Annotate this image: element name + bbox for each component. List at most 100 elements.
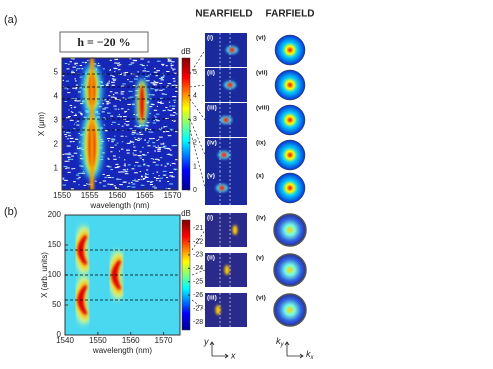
noise <box>152 83 156 85</box>
noise <box>70 58 74 60</box>
x-tick-label: 1570 <box>155 336 173 345</box>
image-label: (i) <box>207 215 213 222</box>
noise <box>118 64 122 66</box>
noise <box>155 75 158 77</box>
noise <box>131 168 135 170</box>
noise <box>150 94 154 96</box>
noise <box>120 171 125 173</box>
x-tick-label: 1555 <box>81 191 99 200</box>
colorbar-tick-label: 1 <box>193 163 197 170</box>
connector <box>189 49 206 75</box>
noise <box>136 85 138 87</box>
noise <box>126 152 130 154</box>
mode-lobe <box>77 284 88 316</box>
noise <box>82 170 85 172</box>
noise <box>97 62 100 64</box>
noise <box>100 81 103 83</box>
noise <box>171 162 175 164</box>
noise <box>169 183 174 185</box>
noise <box>174 163 176 165</box>
noise <box>147 74 150 76</box>
noise <box>74 63 76 65</box>
noise <box>127 79 129 81</box>
noise <box>75 122 77 124</box>
noise <box>76 146 79 148</box>
noise <box>67 135 72 137</box>
colorbar-tick-label: -25 <box>193 279 203 286</box>
noise <box>106 174 110 176</box>
noise <box>145 128 148 130</box>
noise <box>137 179 141 181</box>
x-axis-label: wavelength (nm) <box>89 201 149 210</box>
noise <box>164 147 167 149</box>
noise <box>144 176 149 178</box>
noise <box>158 147 162 149</box>
noise <box>62 178 64 180</box>
noise <box>104 176 108 178</box>
noise <box>120 135 124 137</box>
noise <box>137 165 142 167</box>
noise <box>71 158 74 160</box>
noise <box>111 138 113 140</box>
noise <box>157 145 159 147</box>
noise <box>130 141 133 143</box>
noise <box>75 69 78 71</box>
panel-label: (a) <box>4 14 17 26</box>
noise <box>119 184 123 186</box>
noise <box>67 156 70 158</box>
noise <box>142 160 145 162</box>
noise <box>142 146 144 148</box>
noise <box>171 145 175 147</box>
noise <box>62 177 65 179</box>
noise <box>66 167 70 169</box>
farfield-image <box>273 253 307 287</box>
noise <box>173 112 176 114</box>
image-label: (x) <box>256 173 264 180</box>
noise <box>104 118 106 120</box>
noise <box>124 159 126 161</box>
noise <box>146 122 150 124</box>
image-label: (vi) <box>256 295 266 302</box>
noise <box>131 186 136 188</box>
noise <box>128 64 133 66</box>
y-tick-label: 200 <box>48 210 62 219</box>
axis-glyph: k <box>306 349 311 359</box>
panel-title: h = −20 % <box>77 35 130 49</box>
noise <box>173 168 176 170</box>
noise <box>78 176 81 178</box>
noise <box>163 142 165 144</box>
noise <box>140 184 145 186</box>
noise <box>143 164 146 166</box>
noise <box>158 180 162 182</box>
noise <box>161 63 165 65</box>
mode-lobe <box>223 117 229 123</box>
noise <box>73 114 78 116</box>
x-tick-label: 1540 <box>56 336 74 345</box>
colorbar <box>181 57 191 191</box>
noise <box>153 176 156 178</box>
noise <box>109 183 114 185</box>
noise <box>139 157 142 159</box>
noise <box>153 120 155 122</box>
noise <box>172 99 176 101</box>
noise <box>116 178 119 180</box>
noise <box>123 116 127 118</box>
noise <box>133 146 136 148</box>
noise <box>154 187 157 189</box>
noise <box>80 165 84 167</box>
noise <box>155 113 160 115</box>
noise <box>167 163 169 165</box>
noise <box>146 180 150 182</box>
noise <box>62 79 64 81</box>
noise <box>165 187 167 189</box>
noise <box>129 141 133 143</box>
noise <box>114 97 117 99</box>
noise <box>167 83 172 85</box>
axis-glyph-sub: y <box>280 342 285 348</box>
noise <box>160 157 163 159</box>
noise <box>75 87 78 89</box>
noise <box>124 123 126 125</box>
image-label: (v) <box>256 255 264 262</box>
noise <box>132 59 137 61</box>
column-header: NEARFIELD <box>195 9 252 20</box>
